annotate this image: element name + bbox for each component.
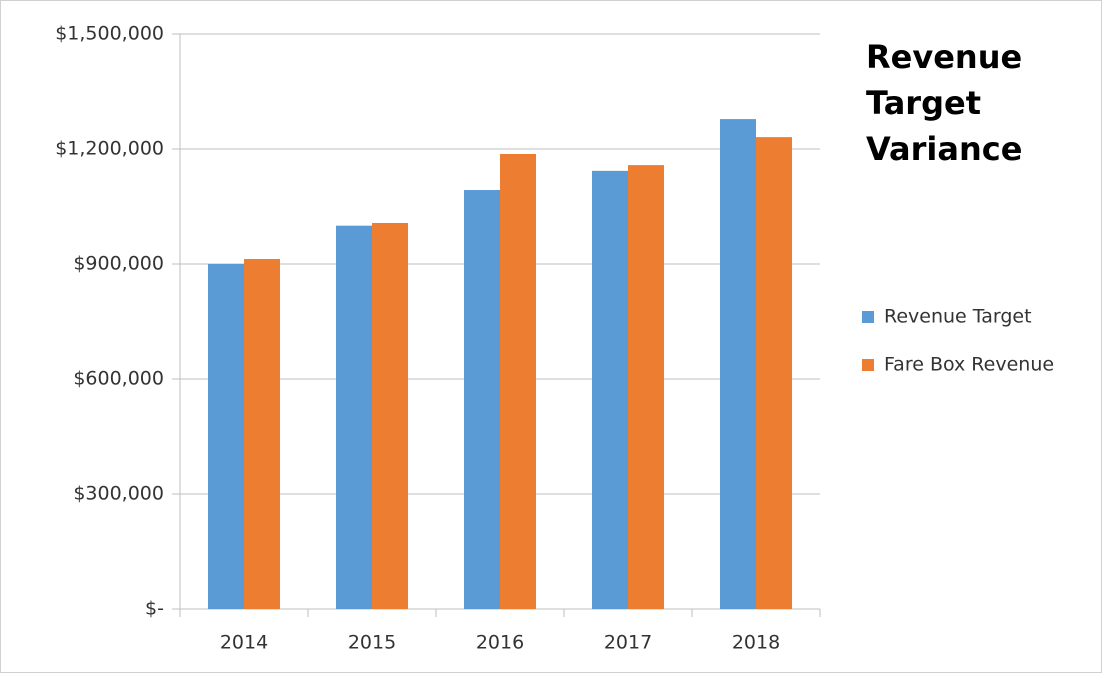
bar — [628, 165, 664, 609]
bar — [720, 119, 756, 609]
x-tick-label: 2018 — [732, 632, 780, 654]
bar — [464, 190, 500, 609]
y-tick-label: $1,200,000 — [55, 138, 164, 160]
bar — [244, 259, 280, 609]
bar — [500, 153, 536, 609]
x-tick-label: 2015 — [348, 632, 396, 654]
y-tick-label: $1,500,000 — [55, 23, 164, 45]
y-tick-label: $600,000 — [73, 368, 164, 390]
bar — [372, 222, 408, 609]
legend-label: Fare Box Revenue — [884, 354, 1054, 376]
bar — [208, 264, 244, 609]
y-tick-label: $900,000 — [73, 253, 164, 275]
chart-title: Revenue Target Variance — [866, 38, 1023, 168]
legend-swatch — [862, 311, 874, 323]
x-tick-label: 2017 — [604, 632, 652, 654]
bar — [336, 225, 372, 609]
bar — [756, 137, 792, 609]
x-tick-label: 2016 — [476, 632, 524, 654]
y-tick-label: $- — [145, 598, 164, 620]
legend-label: Revenue Target — [884, 306, 1032, 328]
legend-swatch — [862, 359, 874, 371]
bar — [592, 170, 628, 609]
x-tick-label: 2014 — [220, 632, 268, 654]
y-tick-label: $300,000 — [73, 483, 164, 505]
